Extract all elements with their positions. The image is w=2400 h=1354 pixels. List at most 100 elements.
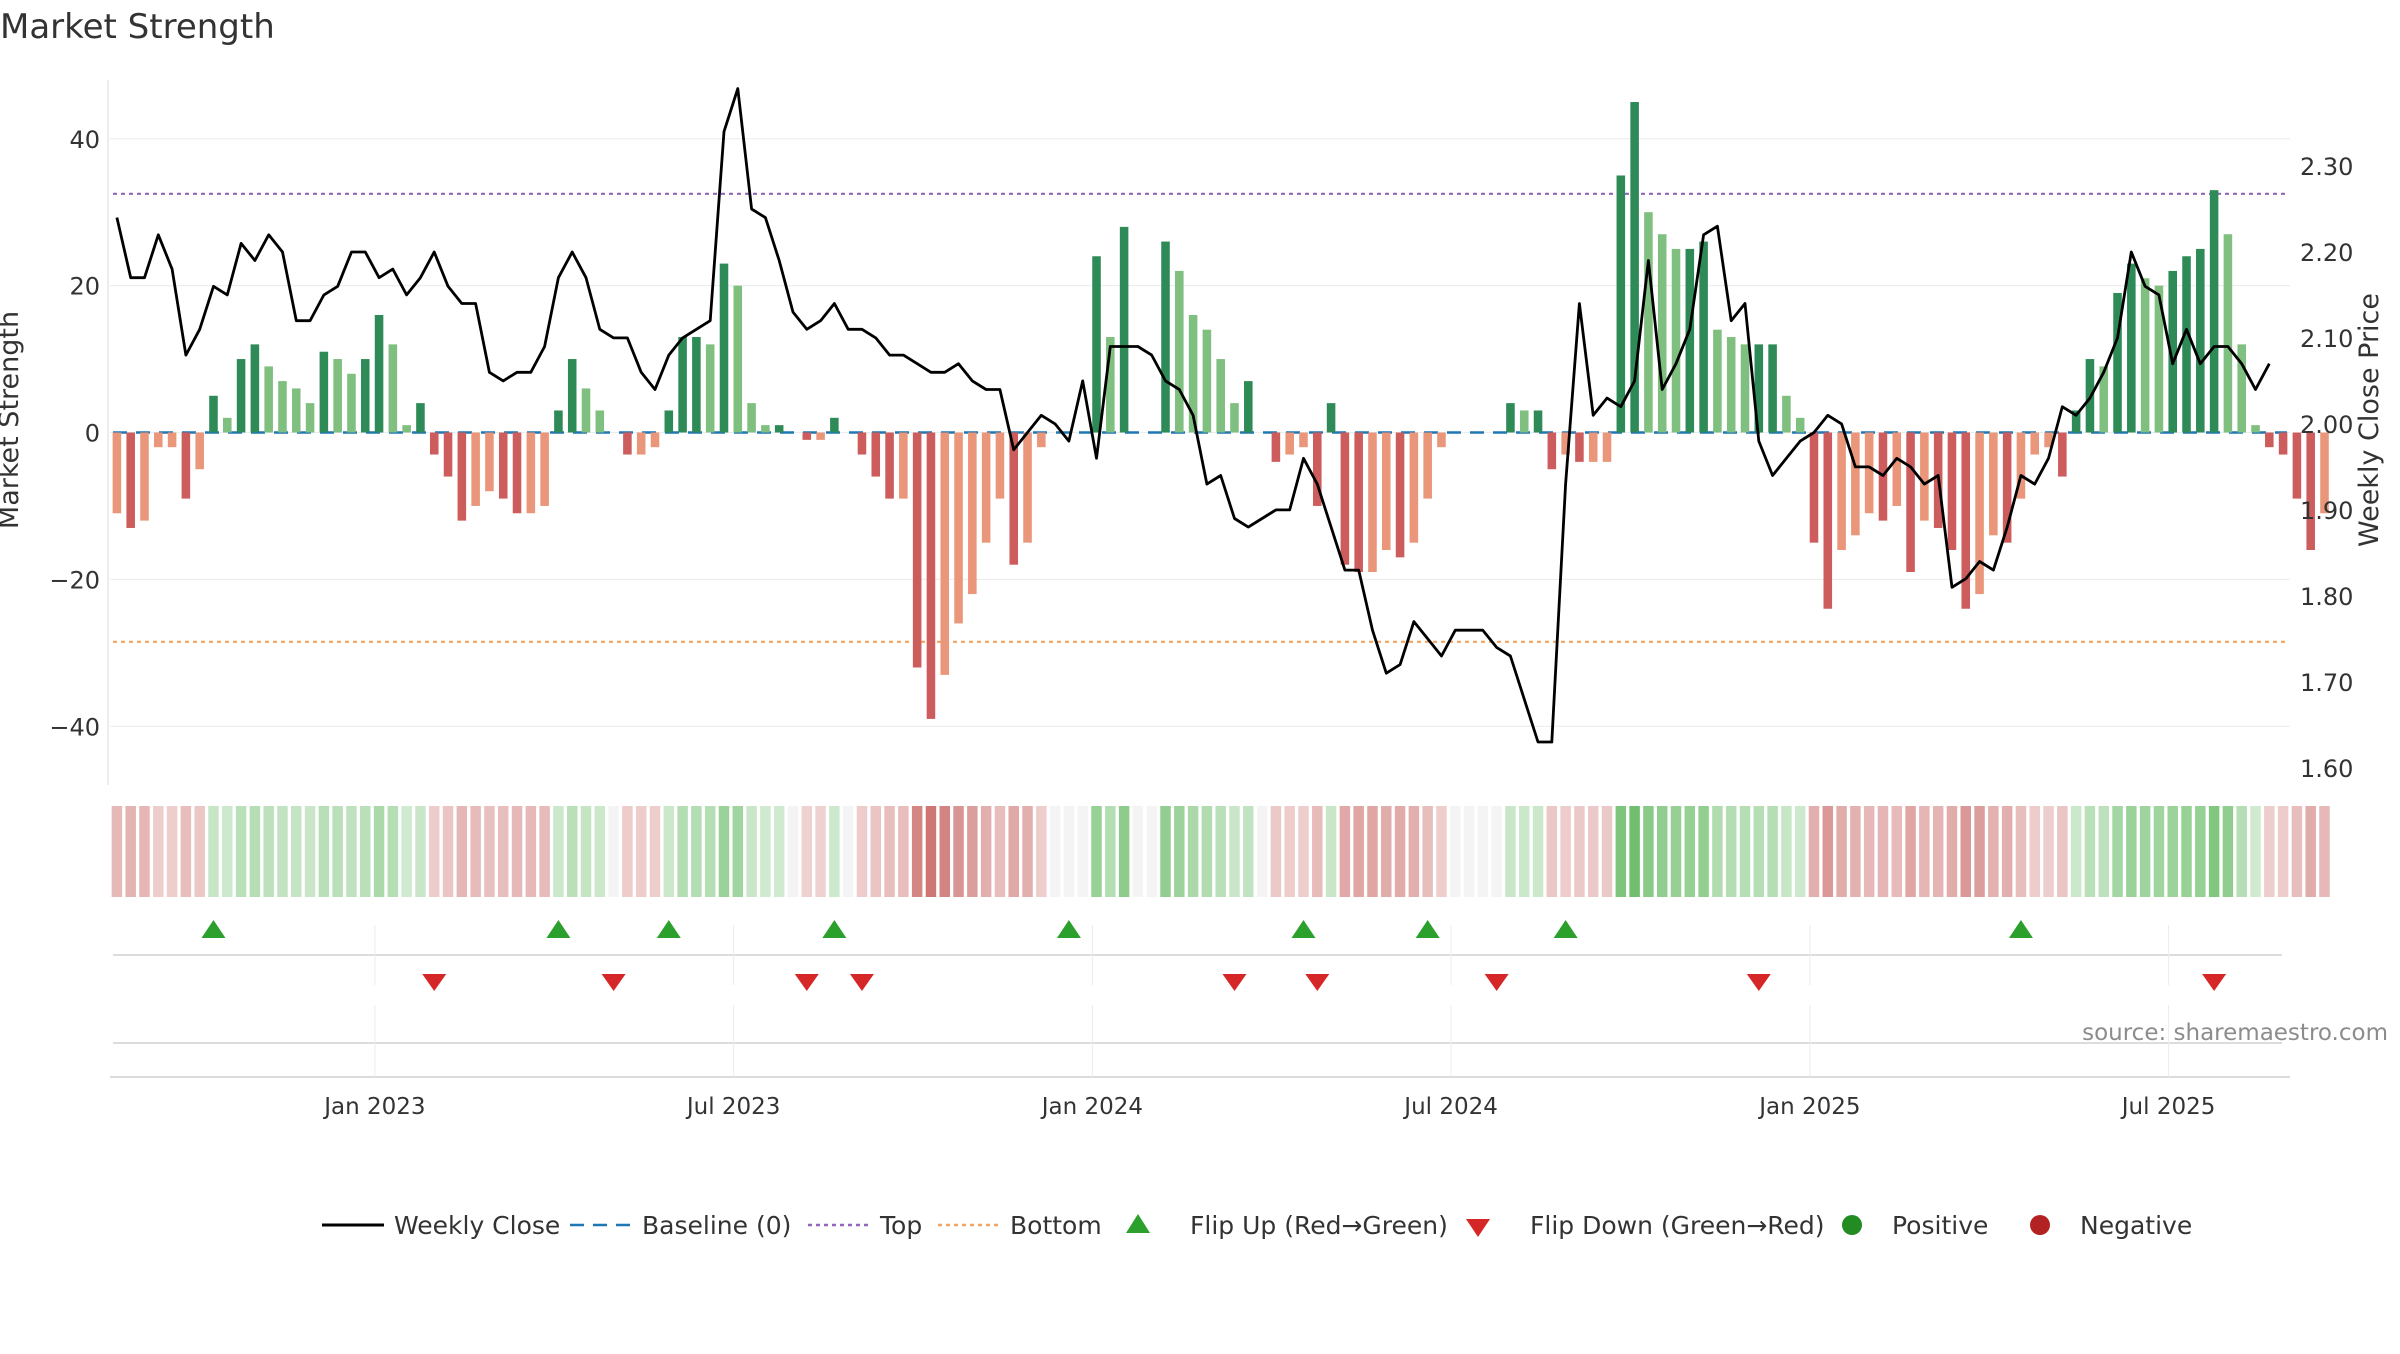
flip-up-marker <box>1291 920 1316 938</box>
strength-bar <box>664 410 674 433</box>
strength-bar <box>1657 234 1667 433</box>
strength-bar <box>1188 315 1198 433</box>
strength-bar <box>719 263 729 433</box>
legend: Weekly Close Baseline (0) Top Bottom Flip Up… <box>322 1211 2192 1240</box>
heat-cell <box>801 806 813 897</box>
heat-cell <box>1781 806 1792 897</box>
heat-cell <box>939 806 950 897</box>
heat-cell <box>1270 806 1282 897</box>
heat-cell <box>1905 806 1916 897</box>
heat-cell <box>318 806 330 897</box>
heat-cell <box>456 806 468 897</box>
heat-cell <box>1491 806 1502 897</box>
strength-bar <box>1340 432 1350 565</box>
weekly-close-line <box>115 87 2271 744</box>
flip-down-marker <box>1305 974 1330 991</box>
legend-swatch <box>1126 1214 1150 1233</box>
heat-cell <box>1160 806 1171 897</box>
heat-cell <box>1587 806 1599 897</box>
strength-bar <box>1630 102 1639 433</box>
strength-bar <box>1216 359 1225 433</box>
heat-cell <box>1187 806 1199 897</box>
heat-cell <box>649 806 661 897</box>
x-tick-label: Jul 2025 <box>2120 1094 2216 1120</box>
heat-cell <box>773 806 785 897</box>
heat-cell <box>139 806 150 897</box>
heat-cell <box>911 806 923 897</box>
flip-down-marker <box>1222 974 1247 991</box>
heat-cell <box>1601 806 1613 897</box>
heat-cell <box>1381 806 1392 897</box>
y-tick-label: 20 <box>69 273 100 301</box>
strength-bar <box>2168 270 2177 433</box>
heat-cell <box>1932 806 1944 897</box>
heat-cell <box>2098 806 2109 897</box>
strength-bar <box>995 432 1005 499</box>
heat-cell <box>1560 806 1571 897</box>
heat-cell <box>732 806 744 897</box>
heat-cell <box>1367 806 1378 897</box>
flip-down-marker <box>2202 974 2227 991</box>
strength-bar <box>1023 432 1032 543</box>
strength-bar <box>1395 432 1405 558</box>
heat-cell <box>967 806 978 897</box>
strength-bar <box>140 432 149 521</box>
heat-cell <box>2236 806 2247 897</box>
heat-cell <box>760 806 771 897</box>
strength-bar <box>678 337 687 433</box>
strength-bar <box>1864 432 1874 514</box>
flip-down-marker <box>601 974 626 991</box>
heat-cell <box>304 806 316 897</box>
heat-cell <box>1822 806 1834 897</box>
strength-bar <box>1588 432 1598 462</box>
flip-up-marker <box>656 920 681 938</box>
heat-cell <box>153 806 164 897</box>
heat-cell <box>1063 806 1075 897</box>
strength-bar <box>1409 432 1419 543</box>
strength-bar <box>595 410 605 433</box>
heat-cell <box>360 806 371 897</box>
strength-bar <box>871 432 881 477</box>
heat-cell <box>470 806 481 897</box>
heat-cell <box>1477 806 1489 897</box>
y2-tick-label: 2.00 <box>2300 411 2353 439</box>
strength-bar <box>1230 403 1239 433</box>
heat-cell <box>2084 806 2096 897</box>
strength-bar <box>1975 432 1984 595</box>
strength-bar <box>1616 175 1626 433</box>
strength-bar <box>2209 190 2219 433</box>
strength-bar <box>2127 263 2136 433</box>
strength-bar <box>2251 425 2260 433</box>
strength-bar <box>940 432 950 675</box>
heat-cell <box>1325 806 1337 897</box>
strength-bar <box>2113 292 2122 433</box>
heat-cell <box>898 806 909 897</box>
heat-cell <box>622 806 633 897</box>
heat-cell <box>1629 806 1640 897</box>
strength-bar <box>1851 432 1860 536</box>
strength-bar <box>1671 248 1681 433</box>
strength-bar <box>112 432 122 514</box>
y2-axis-ticks: 1.60 1.70 1.80 1.90 2.00 2.10 2.20 2.30 <box>2300 153 2353 783</box>
heat-cell <box>1670 806 1682 897</box>
heat-cell <box>428 806 440 897</box>
strength-bar <box>1561 432 1570 455</box>
heat-cell <box>539 806 550 897</box>
strength-bar <box>512 432 522 514</box>
heat-cell <box>1201 806 1213 897</box>
heat-cell <box>1919 806 1930 897</box>
strength-bar <box>2071 410 2081 433</box>
heat-cell <box>1256 806 1268 897</box>
y-tick-label: −20 <box>49 566 100 594</box>
flip-up-marker <box>2008 920 2033 938</box>
heat-cell <box>2291 806 2303 897</box>
strength-bar <box>2237 344 2246 433</box>
strength-bar <box>774 425 784 433</box>
strength-bar <box>498 432 508 499</box>
legend-swatch <box>1842 1215 1862 1235</box>
heat-cell <box>1339 806 1351 897</box>
heat-cell <box>401 806 412 897</box>
heat-cell <box>1698 806 1709 897</box>
chart-title: Market Strength <box>0 7 275 47</box>
y2-tick-label: 2.30 <box>2300 153 2353 181</box>
